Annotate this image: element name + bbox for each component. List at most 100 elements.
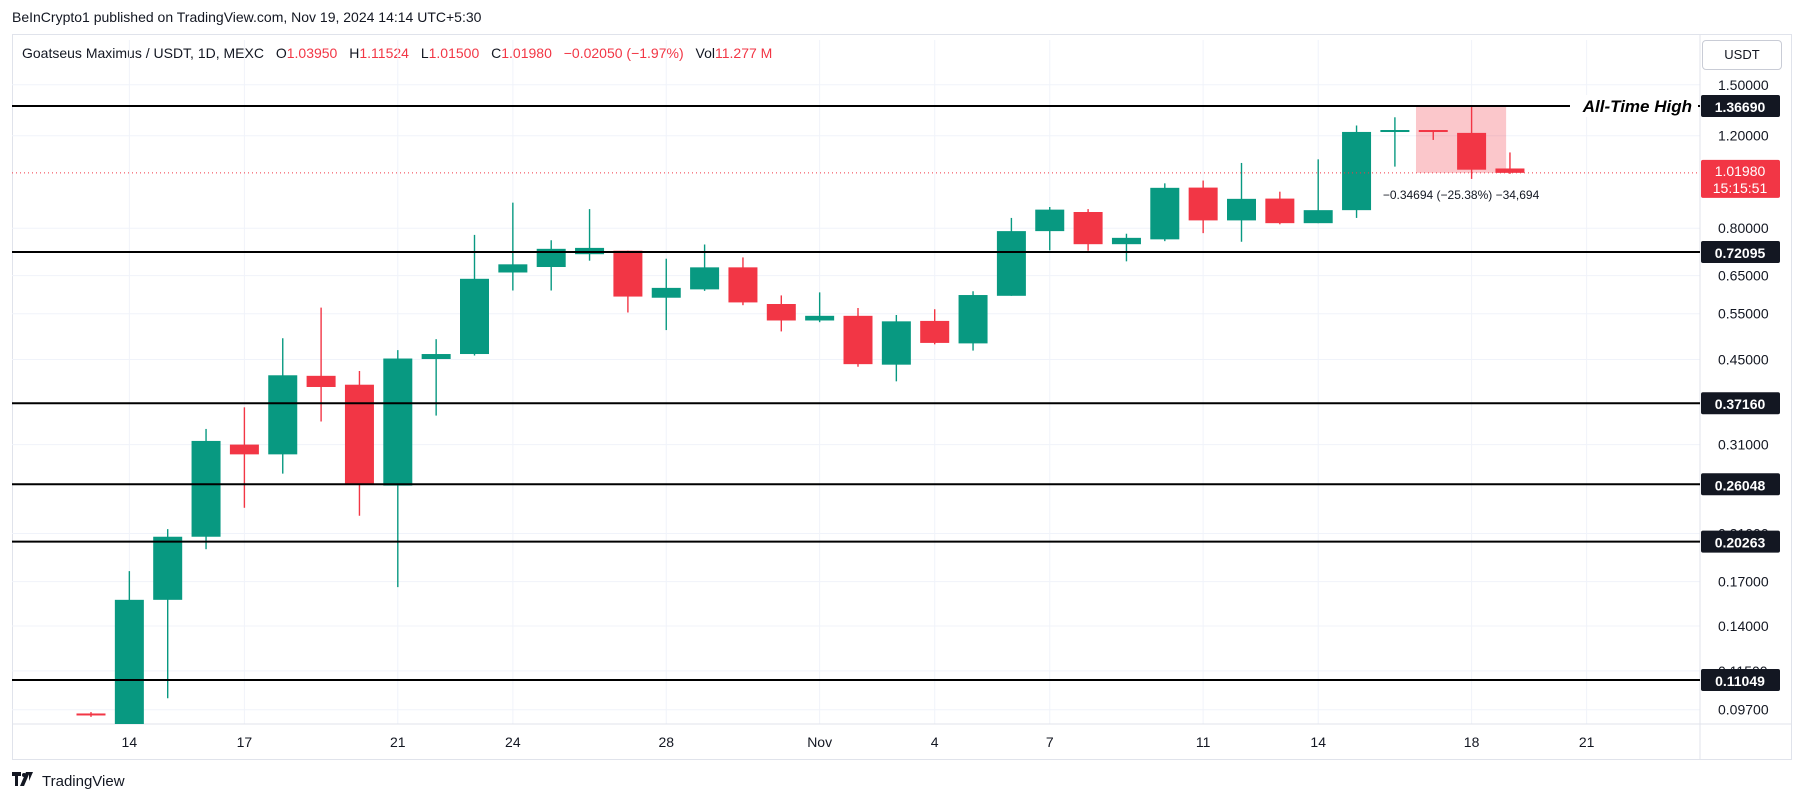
candle-body <box>1073 212 1103 245</box>
volume-label: Vol <box>695 45 715 61</box>
candle-body <box>421 354 451 360</box>
volume-value: 11.277 M <box>714 45 773 61</box>
candle-body <box>1150 187 1180 240</box>
candle-body <box>920 320 950 343</box>
candle-body <box>1342 131 1372 211</box>
level-annotation: All-Time High <box>1582 97 1692 116</box>
candle-body <box>76 713 106 716</box>
candle-body <box>383 358 413 486</box>
publisher-line: BeInCrypto1 published on TradingView.com… <box>12 9 482 25</box>
x-tick-label: 14 <box>122 734 138 750</box>
x-tick-label: Nov <box>807 734 832 750</box>
level-price-tag <box>1701 669 1780 691</box>
level-price-tag <box>1701 240 1780 263</box>
x-tick-label: 18 <box>1464 734 1480 750</box>
y-tick-label: 0.65000 <box>1718 268 1769 284</box>
candle-body <box>1380 130 1410 133</box>
x-tick-label: 24 <box>505 734 521 750</box>
y-tick-label: 0.80000 <box>1718 220 1769 236</box>
x-tick-label: 21 <box>1579 734 1595 750</box>
candle-body <box>1495 168 1525 173</box>
level-price-tag <box>1701 392 1780 415</box>
low-label: L <box>420 45 429 61</box>
open-value: 1.03950 <box>286 45 338 61</box>
close-label: C <box>491 45 502 61</box>
candle-body <box>1035 209 1065 232</box>
last-price-text: 1.01980 <box>1715 163 1766 179</box>
level-price-tag <box>1701 95 1780 117</box>
candles <box>12 105 1700 724</box>
candle-body <box>1188 187 1218 221</box>
candle-body <box>536 248 566 268</box>
candle-body <box>460 278 489 355</box>
x-tick-label: 11 <box>1196 734 1211 750</box>
candle-body <box>881 321 911 365</box>
low-value: 1.01500 <box>428 45 480 61</box>
level-price-tag <box>1701 473 1780 496</box>
candle-body <box>1265 198 1295 224</box>
time-axis[interactable]: 14 17 21 24 28 Nov 4 7 11 14 18 21 <box>122 734 1595 750</box>
level-price-text: 0.20263 <box>1715 535 1766 551</box>
y-tick-label: 1.50000 <box>1718 77 1769 93</box>
footer: TradingView <box>12 772 125 790</box>
tradingview-logo-icon[interactable] <box>12 772 36 790</box>
change-value: −0.02050 (−1.97%) <box>563 45 684 61</box>
x-tick-label: 7 <box>1046 734 1054 750</box>
candle-body <box>114 599 144 724</box>
symbol-legend: Goatseus Maximus / USDT, 1D, MEXC O1.039… <box>22 45 772 61</box>
candle-body <box>766 303 796 321</box>
close-value: 1.01980 <box>501 45 552 61</box>
candle-body <box>805 315 835 321</box>
open-label: O <box>275 45 287 61</box>
candle-body <box>344 384 374 485</box>
y-tick-label: 0.17000 <box>1718 574 1769 590</box>
candle-body <box>958 295 988 344</box>
level-price-text: 0.11049 <box>1715 673 1765 689</box>
x-tick-label: 17 <box>237 734 253 750</box>
candle-body <box>1457 132 1487 170</box>
level-price-tag <box>1701 530 1780 553</box>
chart-frame <box>12 34 1792 760</box>
candle-body <box>1303 210 1333 224</box>
candle-body <box>690 267 720 290</box>
candle-body <box>153 536 183 600</box>
candle-body <box>843 315 873 365</box>
grid-lines <box>12 34 1792 760</box>
candle-body <box>613 250 643 297</box>
candle-body <box>728 267 758 303</box>
candle-body <box>1227 198 1256 221</box>
x-tick-label: 14 <box>1310 734 1326 750</box>
y-tick-label: 1.20000 <box>1718 128 1769 144</box>
candle-body <box>229 444 259 455</box>
level-price-text: 1.36690 <box>1715 99 1766 115</box>
y-tick-label: 0.55000 <box>1718 306 1769 322</box>
last-price-tag <box>1701 159 1780 198</box>
countdown-text: 15:15:51 <box>1713 180 1768 196</box>
candle-body <box>1111 237 1141 245</box>
candle-body <box>996 231 1026 296</box>
axis-price-labels: 1.36690 0.72095 0.37160 0.26048 0.20263 0.110… <box>1701 95 1780 691</box>
candle-body <box>651 287 681 298</box>
symbol-name[interactable]: Goatseus Maximus / USDT, 1D, MEXC <box>22 45 264 61</box>
candle-body <box>1418 130 1448 133</box>
level-price-text: 0.37160 <box>1715 396 1766 412</box>
candle-body <box>268 375 298 455</box>
y-tick-label: 0.45000 <box>1718 352 1769 368</box>
footer-brand[interactable]: TradingView <box>42 772 125 790</box>
x-tick-label: 4 <box>931 734 939 750</box>
y-tick-label: 0.31000 <box>1718 437 1769 453</box>
x-tick-label: 28 <box>658 734 674 750</box>
level-price-text: 0.26048 <box>1715 477 1766 493</box>
candle-body <box>498 264 528 273</box>
measure-label: −0.34694 (−25.38%) −34,694 <box>1383 188 1540 202</box>
y-tick-label: 0.09700 <box>1718 702 1769 718</box>
support-resistance-levels: All-Time High <box>12 95 1700 681</box>
currency-button[interactable]: USDT <box>1702 40 1782 70</box>
high-value: 1.11524 <box>359 45 409 61</box>
candle-body <box>306 375 336 387</box>
level-price-text: 0.72095 <box>1715 245 1766 261</box>
annotation-bg <box>1570 95 1698 117</box>
x-tick-label: 21 <box>390 734 406 750</box>
y-tick-label: 0.14000 <box>1718 618 1769 634</box>
